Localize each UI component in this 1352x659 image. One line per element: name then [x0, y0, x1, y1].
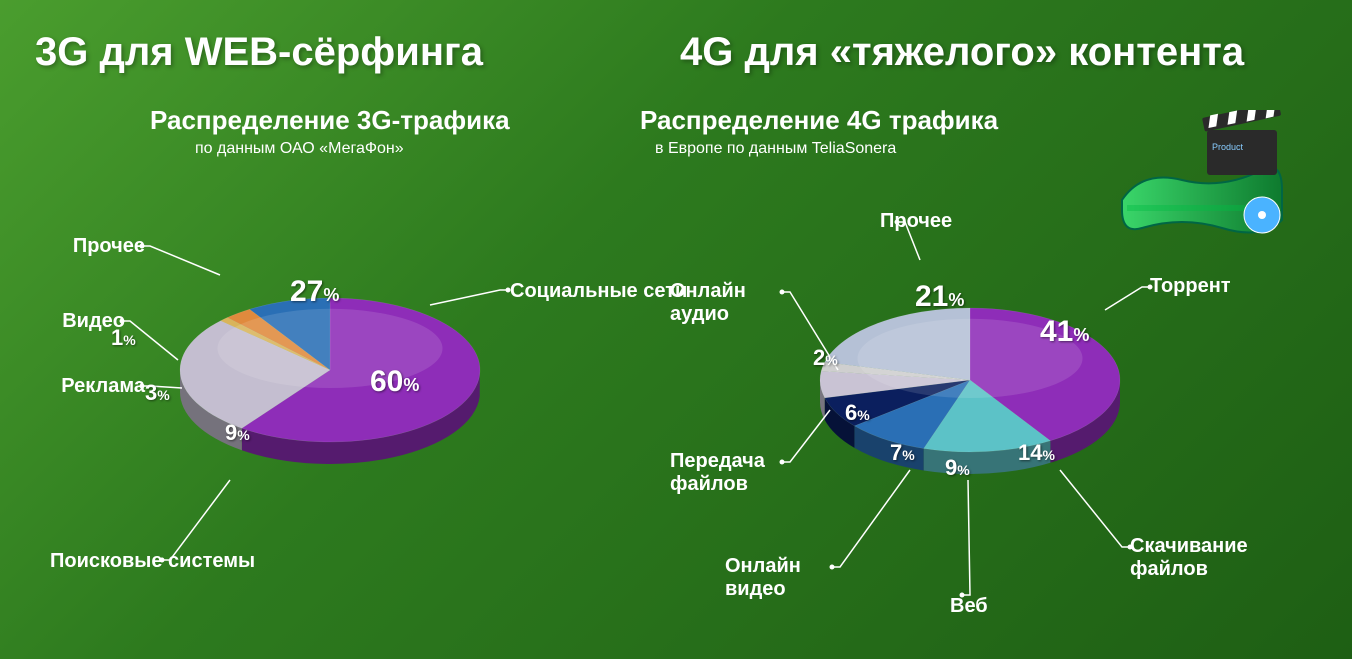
- pie-3g-highlight: [218, 309, 443, 388]
- pie-4g-leader: [962, 480, 970, 595]
- pie-3g-label: Поисковые системы: [50, 550, 255, 573]
- pie-4g-label: Онлайнвидео: [725, 555, 801, 601]
- pie-4g-label: Скачиваниефайлов: [1130, 535, 1248, 581]
- pie-4g-label: Онлайнаудио: [670, 280, 746, 326]
- pie-3g-leader: [122, 321, 178, 360]
- pie-4g-highlight: [858, 319, 1083, 398]
- pie-4g-label: Передачафайлов: [670, 450, 765, 496]
- pie-3g-leader: [142, 386, 182, 388]
- pie-3g-label: Прочее: [25, 235, 145, 258]
- pie-3g-leader: [162, 480, 230, 560]
- pie-3g-label: Видео: [25, 310, 125, 333]
- pie-4g-leader: [1060, 470, 1130, 547]
- pie-3g-leader: [430, 290, 508, 305]
- pie-4g-label: Веб: [950, 595, 988, 618]
- pie-4g-label: Торрент: [1150, 275, 1231, 298]
- pie-4g-leader: [1105, 287, 1150, 310]
- pie-3g-label: Социальные сети: [510, 280, 687, 303]
- pie-4g-leader: [782, 410, 830, 462]
- pie-3g-label: Реклама: [25, 375, 145, 398]
- pie-3g-leader: [142, 246, 220, 275]
- pie-4g-label: Прочее: [880, 210, 952, 233]
- pie-4g-leader: [832, 470, 910, 567]
